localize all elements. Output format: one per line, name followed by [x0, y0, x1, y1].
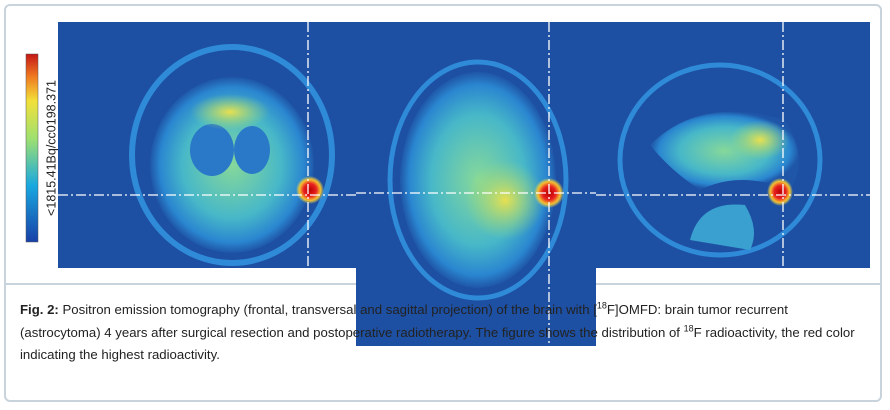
page: <1815.41Bq/cc0198.371 Fig. 2: Positron e…	[0, 0, 890, 410]
colorbar-label: <1815.41Bq/cc0198.371	[44, 80, 58, 216]
colorbar	[26, 54, 38, 242]
caption: Fig. 2: Positron emission tomography (fr…	[20, 299, 865, 367]
caption-label: Fig. 2:	[20, 302, 59, 317]
superscript: 18	[684, 323, 694, 333]
pet-panels	[58, 22, 870, 346]
pet-figure: <1815.41Bq/cc0198.371	[0, 0, 890, 350]
superscript: 18	[597, 301, 607, 311]
caption-text: Positron emission tomography (frontal, t…	[59, 302, 597, 317]
